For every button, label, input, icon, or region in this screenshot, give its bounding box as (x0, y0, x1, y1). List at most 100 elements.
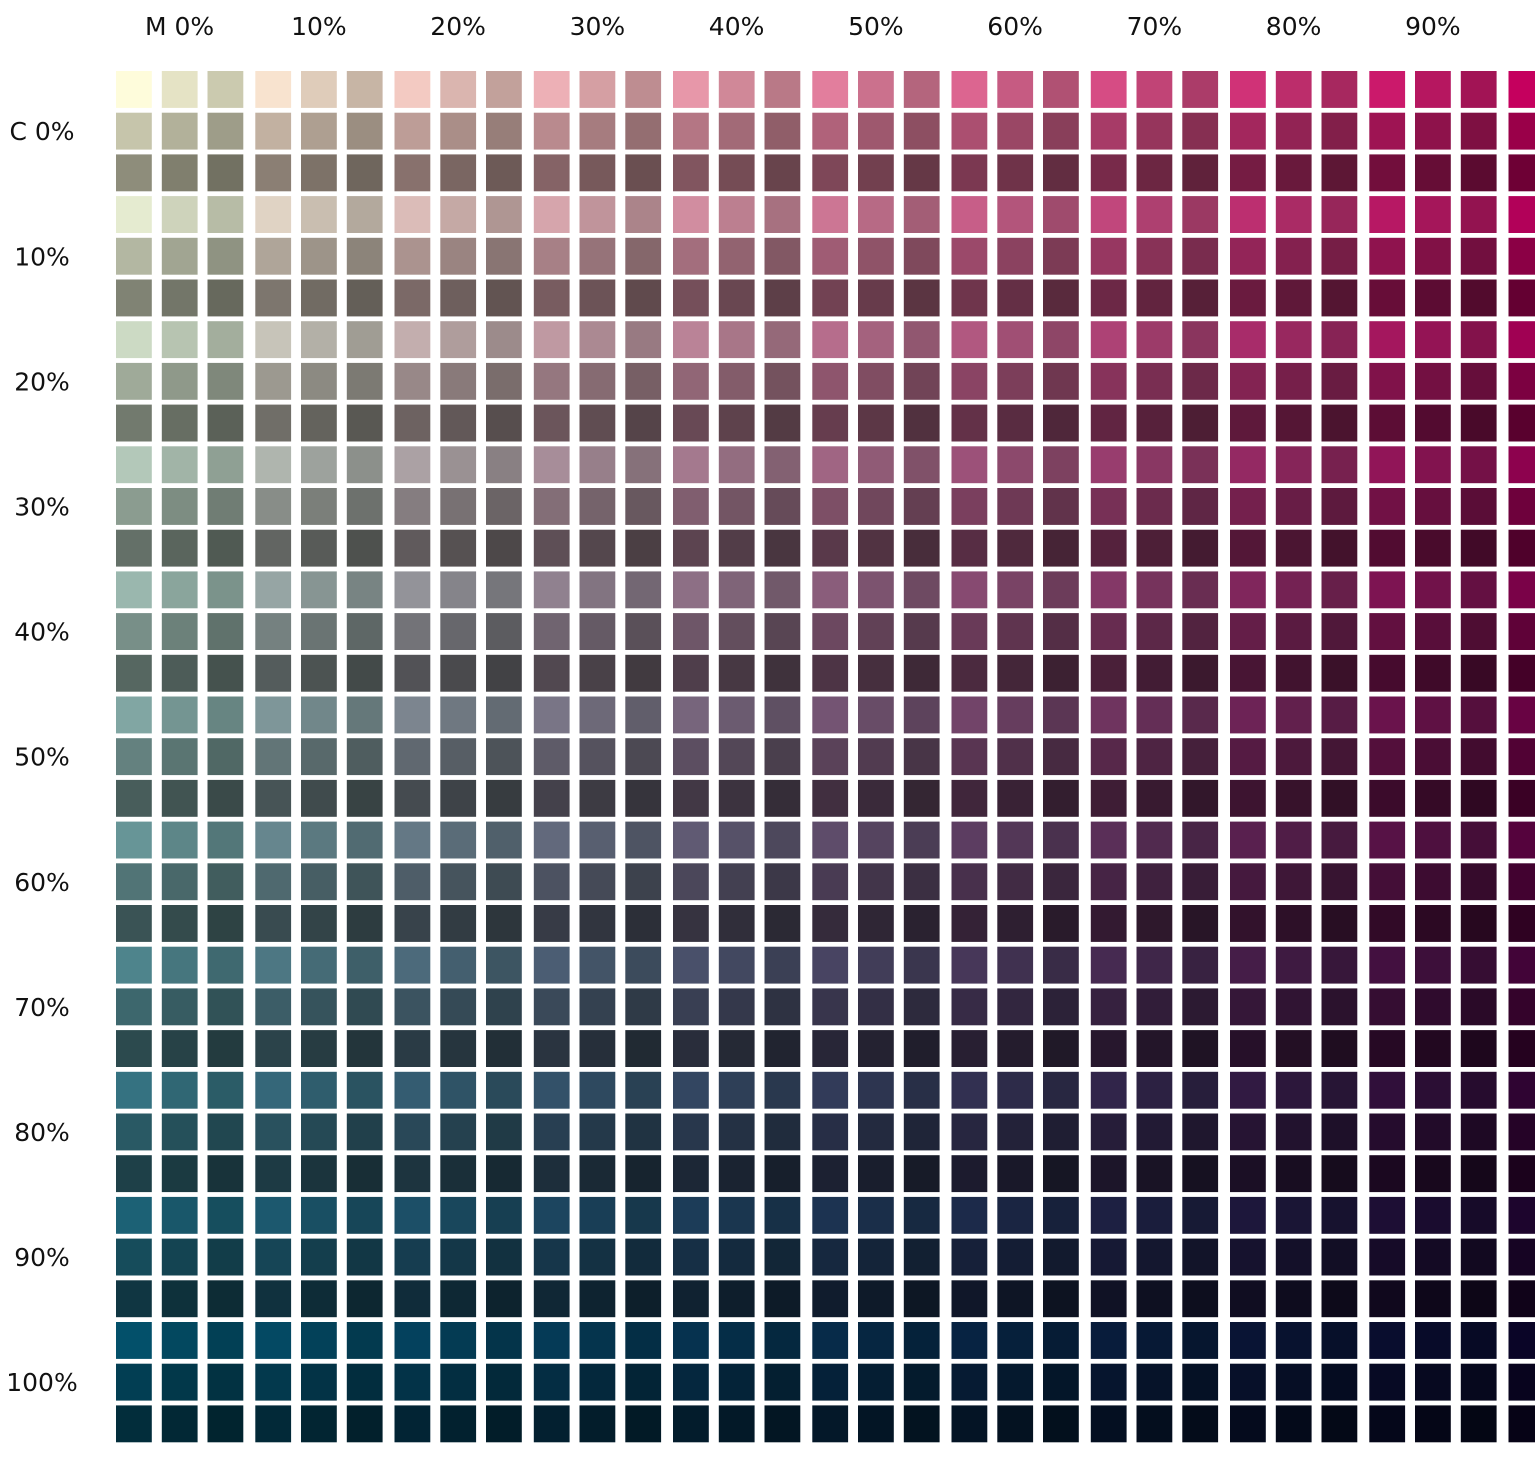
color-swatch (764, 988, 801, 1026)
color-swatch (161, 1030, 198, 1067)
color-swatch (1182, 779, 1219, 817)
color-swatch (951, 696, 988, 734)
color-swatch (301, 362, 337, 400)
color-swatch (1090, 613, 1127, 650)
color-swatch (440, 404, 477, 442)
color-swatch (533, 446, 570, 484)
color-swatch (301, 1280, 337, 1318)
color-swatch (394, 1113, 431, 1151)
color-swatch (1043, 988, 1079, 1026)
color-swatch (255, 696, 292, 734)
color-swatch (207, 863, 244, 901)
color-swatch (858, 863, 894, 901)
color-swatch (116, 1196, 152, 1234)
color-swatch (346, 821, 383, 859)
color-swatch (1321, 696, 1358, 734)
color-swatch (301, 1363, 337, 1401)
color-swatch (1460, 1280, 1497, 1318)
color-swatch (346, 112, 383, 150)
color-swatch (1460, 1238, 1497, 1276)
color-swatch (533, 1155, 570, 1193)
color-swatch (764, 1322, 801, 1359)
color-swatch (161, 863, 198, 901)
column-label: 90% (1405, 12, 1461, 41)
color-swatch (533, 488, 570, 525)
color-swatch (1275, 446, 1312, 484)
color-swatch (1275, 196, 1312, 233)
color-swatch (486, 1238, 522, 1276)
color-swatch (1508, 237, 1535, 275)
color-swatch (903, 1030, 940, 1067)
color-swatch (533, 738, 570, 776)
color-swatch (718, 529, 755, 567)
color-swatch (533, 112, 570, 150)
color-swatch (1369, 1322, 1406, 1359)
color-swatch (718, 821, 755, 859)
color-swatch (997, 1363, 1034, 1401)
color-swatch (1369, 71, 1406, 108)
color-swatch (533, 1280, 570, 1318)
color-swatch (440, 779, 477, 817)
color-swatch (1043, 1071, 1079, 1109)
color-swatch (394, 1405, 431, 1443)
color-swatch (486, 71, 522, 108)
color-swatch (1182, 446, 1219, 484)
color-swatch (1415, 571, 1451, 609)
color-swatch (625, 362, 662, 400)
color-swatch (1275, 529, 1312, 567)
color-swatch (161, 112, 198, 150)
color-swatch (1230, 1071, 1266, 1109)
color-swatch (346, 196, 383, 233)
color-swatch (1043, 654, 1079, 692)
color-swatch (903, 1238, 940, 1276)
color-swatch (1369, 154, 1406, 192)
color-swatch (1321, 863, 1358, 901)
color-swatch (1043, 1155, 1079, 1193)
color-swatch (394, 1322, 431, 1359)
color-swatch (997, 863, 1034, 901)
color-swatch (161, 1322, 198, 1359)
color-swatch (1508, 321, 1535, 359)
color-swatch (858, 696, 894, 734)
color-swatch (812, 71, 849, 108)
color-swatch (1182, 1155, 1219, 1193)
color-swatch (207, 946, 244, 984)
color-swatch (1321, 1322, 1358, 1359)
color-swatch (207, 696, 244, 734)
color-swatch (812, 362, 849, 400)
color-swatch (1415, 1196, 1451, 1234)
color-swatch (1369, 1405, 1406, 1443)
color-swatch (951, 654, 988, 692)
color-swatch (394, 1071, 431, 1109)
color-swatch (1415, 1405, 1451, 1443)
color-swatch (1182, 1030, 1219, 1067)
color-swatch (1136, 488, 1173, 525)
color-swatch (579, 1363, 616, 1401)
color-swatch (255, 863, 292, 901)
color-swatch (903, 1363, 940, 1401)
color-swatch (812, 112, 849, 150)
color-swatch (1460, 946, 1497, 984)
color-swatch (394, 1280, 431, 1318)
color-swatch (1369, 237, 1406, 275)
color-swatch (486, 613, 522, 650)
color-swatch (812, 1280, 849, 1318)
color-swatch (533, 321, 570, 359)
color-swatch (1275, 154, 1312, 192)
color-swatch (207, 1238, 244, 1276)
color-swatch (579, 779, 616, 817)
color-swatch (903, 821, 940, 859)
color-swatch (301, 404, 337, 442)
color-swatch (1321, 1238, 1358, 1276)
color-swatch (440, 154, 477, 192)
color-swatch (1230, 696, 1266, 734)
color-swatch (951, 446, 988, 484)
color-swatch (1508, 1113, 1535, 1151)
color-swatch (903, 279, 940, 317)
color-swatch (1090, 779, 1127, 817)
color-swatch (440, 1030, 477, 1067)
color-swatch (951, 529, 988, 567)
color-swatch (625, 279, 662, 317)
color-swatch (579, 362, 616, 400)
color-swatch (533, 1113, 570, 1151)
